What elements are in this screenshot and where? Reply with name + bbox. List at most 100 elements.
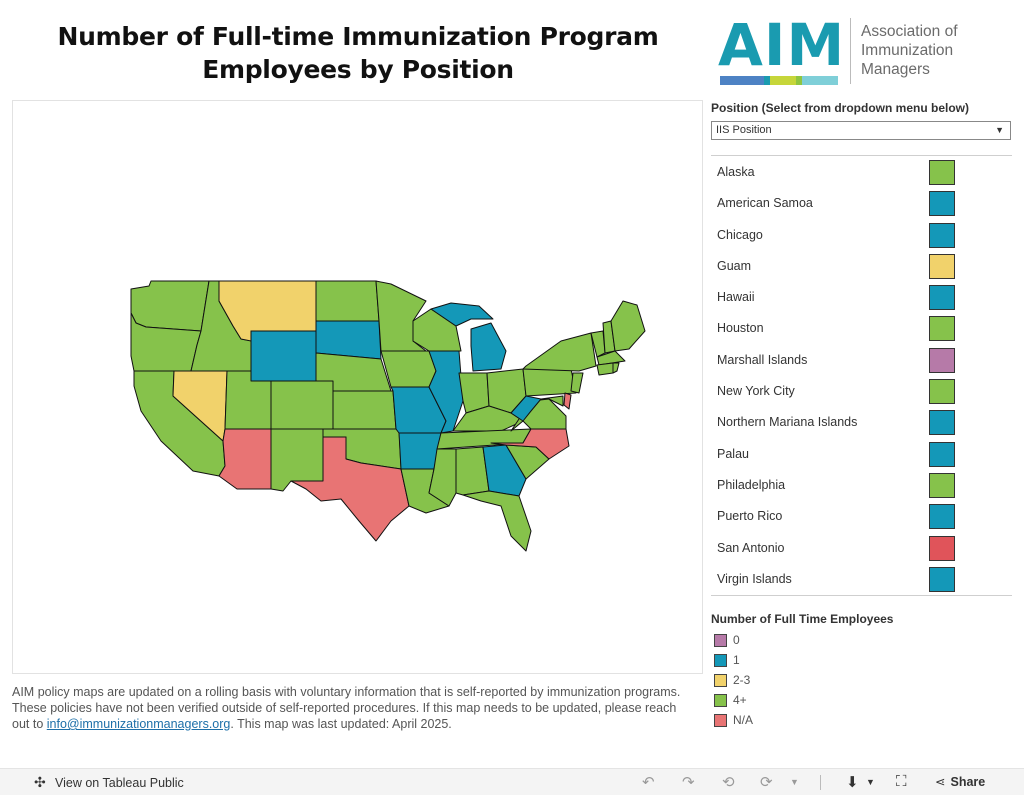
footnote: AIM policy maps are updated on a rolling… [12, 684, 692, 732]
state-south-dakota[interactable] [315, 320, 382, 360]
legend-swatch [714, 694, 727, 707]
state-pennsylvania[interactable] [522, 368, 577, 397]
refresh-icon[interactable]: ⟳ [760, 774, 773, 791]
chevron-down-icon[interactable]: ▼ [866, 777, 875, 787]
revert-icon[interactable]: ⟲ [722, 774, 735, 791]
state-west-virginia[interactable] [510, 395, 542, 422]
state-michigan-upper[interactable] [430, 302, 494, 327]
us-map[interactable] [12, 100, 703, 674]
jurisdiction-row[interactable]: Virgin Islands [711, 563, 1012, 594]
jurisdiction-name: San Antonio [717, 540, 785, 555]
aim-logo: AIM Association of Immunization Managers [718, 14, 978, 88]
view-on-tableau-button[interactable]: ✣ View on Tableau Public [34, 774, 184, 791]
jurisdiction-row[interactable]: Alaska [711, 156, 1012, 187]
state-new-jersey[interactable] [570, 372, 584, 394]
jurisdiction-row[interactable]: Palau [711, 438, 1012, 469]
employee-count-legend: Number of Full Time Employees 0 1 2-3 4+… [711, 612, 1011, 732]
jurisdiction-name: Northern Mariana Islands [717, 415, 858, 430]
legend-label: N/A [733, 713, 754, 727]
jurisdiction-row[interactable]: Puerto Rico [711, 500, 1012, 531]
legend-title: Number of Full Time Employees [711, 612, 894, 626]
state-kansas[interactable] [332, 390, 397, 430]
chevron-down-icon[interactable]: ▼ [790, 777, 799, 787]
toolbar-divider [820, 775, 821, 790]
legend-swatch [714, 634, 727, 647]
jurisdiction-row[interactable]: San Antonio [711, 532, 1012, 563]
position-dropdown[interactable]: IIS Position ▼ [711, 121, 1011, 140]
redo-icon[interactable]: ↷ [682, 774, 695, 791]
jurisdiction-swatch [929, 191, 955, 217]
jurisdiction-swatch [929, 253, 955, 279]
share-button[interactable]: ⋖ Share [935, 774, 985, 789]
state-florida[interactable] [462, 490, 532, 552]
state-north-dakota[interactable] [315, 280, 380, 322]
jurisdiction-swatch [929, 441, 955, 467]
jurisdiction-row[interactable]: Houston [711, 312, 1012, 343]
state-washington[interactable] [130, 280, 210, 332]
jurisdiction-row[interactable]: Chicago [711, 219, 1012, 250]
state-connecticut[interactable] [596, 362, 614, 376]
jurisdiction-swatch [929, 160, 955, 185]
triangle-down-icon: ▼ [995, 125, 1004, 135]
jurisdiction-name: Puerto Rico [717, 509, 783, 524]
jurisdiction-name: New York City [717, 384, 795, 399]
page-title: Number of Full-time Immunization Program… [57, 22, 659, 84]
legend-swatch [714, 714, 727, 727]
jurisdiction-name: Guam [717, 258, 752, 273]
jurisdiction-name: Virgin Islands [717, 571, 792, 586]
download-icon[interactable]: ⬇ [846, 774, 859, 791]
state-rhode-island[interactable] [612, 362, 620, 374]
legend-item[interactable]: 4+ [711, 692, 1011, 712]
footnote-text: AIM policy maps are updated on a rolling… [12, 685, 681, 731]
state-arizona[interactable] [218, 428, 272, 490]
jurisdiction-row[interactable]: Guam [711, 250, 1012, 281]
jurisdiction-row[interactable]: Northern Mariana Islands [711, 406, 1012, 437]
state-iowa[interactable] [380, 350, 437, 388]
jurisdiction-row[interactable]: Marshall Islands [711, 344, 1012, 375]
state-michigan[interactable] [470, 322, 507, 372]
jurisdiction-swatch [929, 410, 955, 436]
jurisdiction-name: Hawaii [717, 290, 755, 305]
jurisdiction-swatch [929, 566, 955, 592]
state-georgia[interactable] [482, 444, 527, 497]
jurisdiction-swatch [929, 222, 955, 248]
us-map-canvas [130, 280, 646, 552]
logo-bar-segment [796, 76, 802, 85]
legend-item[interactable]: 0 [711, 632, 1011, 652]
state-wyoming[interactable] [250, 330, 317, 382]
tableau-icon: ✣ [34, 774, 46, 790]
logo-bar-segment [764, 76, 770, 85]
logo-org-line: Immunization [861, 42, 954, 59]
undo-icon[interactable]: ↶ [642, 774, 655, 791]
state-massachusetts[interactable] [596, 350, 626, 366]
legend-label: 1 [733, 653, 740, 667]
logo-divider [850, 18, 851, 84]
filter-panel: Position (Select from dropdown menu belo… [711, 100, 1013, 140]
jurisdiction-row[interactable]: New York City [711, 375, 1012, 406]
legend-item[interactable]: 2-3 [711, 672, 1011, 692]
state-maryland[interactable] [540, 395, 564, 407]
legend-label: 4+ [733, 693, 747, 707]
state-new-york[interactable] [522, 332, 597, 372]
state-colorado[interactable] [270, 380, 334, 430]
jurisdiction-name: Alaska [717, 165, 755, 179]
position-filter-label: Position (Select from dropdown menu belo… [711, 101, 970, 115]
fullscreen-icon[interactable]: ⛶ [896, 773, 907, 790]
contact-email-link[interactable]: info@immunizationmanagers.org [46, 717, 231, 731]
state-texas[interactable] [290, 436, 410, 542]
state-delaware[interactable] [563, 392, 572, 410]
view-on-tableau-label: View on Tableau Public [55, 776, 184, 790]
legend-item[interactable]: 1 [711, 652, 1011, 672]
jurisdiction-swatch [929, 316, 955, 342]
state-maine[interactable] [610, 300, 646, 352]
jurisdiction-swatch [929, 504, 955, 530]
jurisdiction-swatch [929, 285, 955, 311]
position-dropdown-value: IIS Position [716, 124, 772, 136]
state-north-carolina[interactable] [490, 428, 570, 460]
jurisdiction-row[interactable]: Hawaii [711, 281, 1012, 312]
jurisdiction-row[interactable]: American Samoa [711, 187, 1012, 218]
jurisdiction-name: Philadelphia [717, 477, 786, 492]
jurisdiction-row[interactable]: Philadelphia [711, 469, 1012, 500]
legend-item[interactable]: N/A [711, 712, 1011, 732]
